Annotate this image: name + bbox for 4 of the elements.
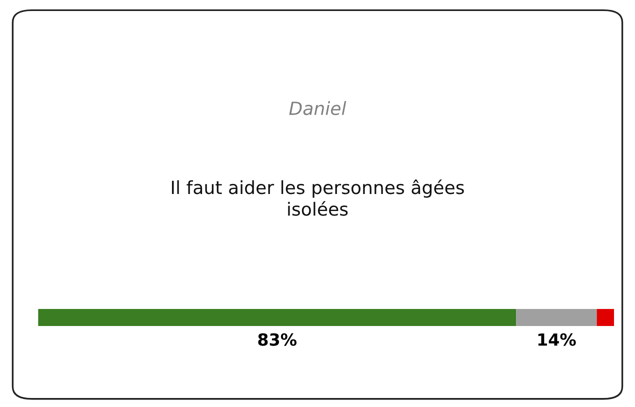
- chart-title: Daniel: [289, 101, 346, 116]
- data-label: 83%: [258, 333, 297, 346]
- chart-subtitle: Il faut aider les personnes âgées isolées: [172, 180, 464, 216]
- data-label: 14%: [538, 333, 576, 346]
